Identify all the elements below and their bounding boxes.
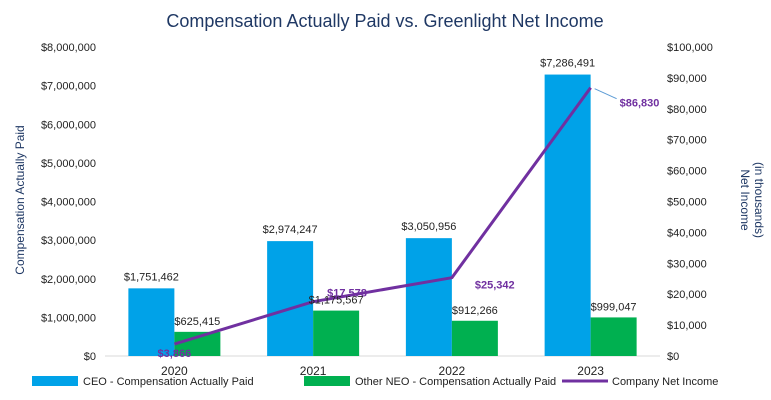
left-tick-label: $4,000,000 — [41, 197, 96, 209]
ceo-bar — [267, 241, 314, 356]
right-tick-label: $0 — [667, 351, 679, 363]
ceo-bar-label: $3,050,956 — [401, 221, 456, 233]
category-label: 2020 — [161, 364, 188, 378]
right-tick-label: $80,000 — [667, 104, 707, 116]
right-tick-label: $60,000 — [667, 166, 707, 178]
bars — [128, 74, 637, 356]
ceo-bar-label: $2,974,247 — [263, 224, 318, 236]
category-label: 2022 — [439, 364, 466, 378]
right-axis-ticks: $0 $10,000 $20,000 $30,000 $40,000 $50,000 $60… — [667, 42, 713, 363]
other-neo-bar — [451, 320, 498, 356]
left-tick-label: $3,000,000 — [41, 235, 96, 247]
legend-swatch-other-neo — [304, 376, 350, 386]
ceo-bar — [405, 238, 452, 356]
net-income-label: $17,578 — [327, 288, 367, 300]
right-axis-title-line1: Net Income — [738, 169, 752, 231]
category-label: 2021 — [300, 364, 327, 378]
legend-swatch-ceo — [32, 376, 78, 386]
left-tick-label: $1,000,000 — [41, 312, 96, 324]
other-neo-bar-label: $1,175,567 — [309, 295, 364, 307]
category-label: 2023 — [577, 364, 604, 378]
right-tick-label: $50,000 — [667, 197, 707, 209]
right-tick-label: $40,000 — [667, 227, 707, 239]
ceo-bar-label: $1,751,462 — [124, 271, 179, 283]
left-tick-label: $7,000,000 — [41, 81, 96, 93]
other-neo-bar — [313, 310, 360, 356]
legend-label-net-income: Company Net Income — [612, 376, 718, 388]
other-neo-bar-label: $912,266 — [452, 305, 498, 317]
right-tick-label: $30,000 — [667, 258, 707, 270]
data-labels: $1,751,462 $625,415 $2,974,247 $1,175,567 $3… — [124, 58, 660, 360]
right-tick-label: $70,000 — [667, 135, 707, 147]
other-neo-bar-label: $625,415 — [174, 316, 220, 328]
chart-title: Compensation Actually Paid vs. Greenligh… — [166, 11, 603, 31]
left-tick-label: $5,000,000 — [41, 158, 96, 170]
other-neo-bar-label: $999,047 — [591, 301, 637, 313]
net-income-label: $3,866 — [158, 348, 192, 360]
ceo-bar-label: $7,286,491 — [540, 58, 595, 70]
left-axis-ticks: $0 $1,000,000 $2,000,000 $3,000,000 $4,000,0… — [41, 42, 96, 363]
left-tick-label: $0 — [84, 351, 96, 363]
legend-label-ceo: CEO - Compensation Actually Paid — [83, 376, 254, 388]
net-income-line — [173, 86, 592, 346]
legend-label-other-neo: Other NEO - Compensation Actually Paid — [355, 376, 556, 388]
left-tick-label: $2,000,000 — [41, 274, 96, 286]
ceo-bar — [128, 288, 175, 356]
net-income-label: $86,830 — [620, 98, 660, 110]
right-tick-label: $20,000 — [667, 289, 707, 301]
category-labels: 2020 2021 2022 2023 — [161, 364, 604, 378]
legend: CEO - Compensation Actually Paid Other NE… — [32, 376, 718, 388]
left-tick-label: $8,000,000 — [41, 42, 96, 54]
left-axis-title: Compensation Actually Paid — [13, 125, 27, 274]
right-tick-label: $90,000 — [667, 73, 707, 85]
net-income-line-group — [173, 86, 617, 346]
right-tick-label: $100,000 — [667, 42, 713, 54]
right-axis-title-line2: (in thousands) — [752, 162, 766, 238]
net-income-label: $25,342 — [475, 280, 515, 292]
right-tick-label: $10,000 — [667, 320, 707, 332]
left-tick-label: $6,000,000 — [41, 119, 96, 131]
leader-line — [594, 88, 617, 100]
other-neo-bar — [590, 317, 637, 356]
